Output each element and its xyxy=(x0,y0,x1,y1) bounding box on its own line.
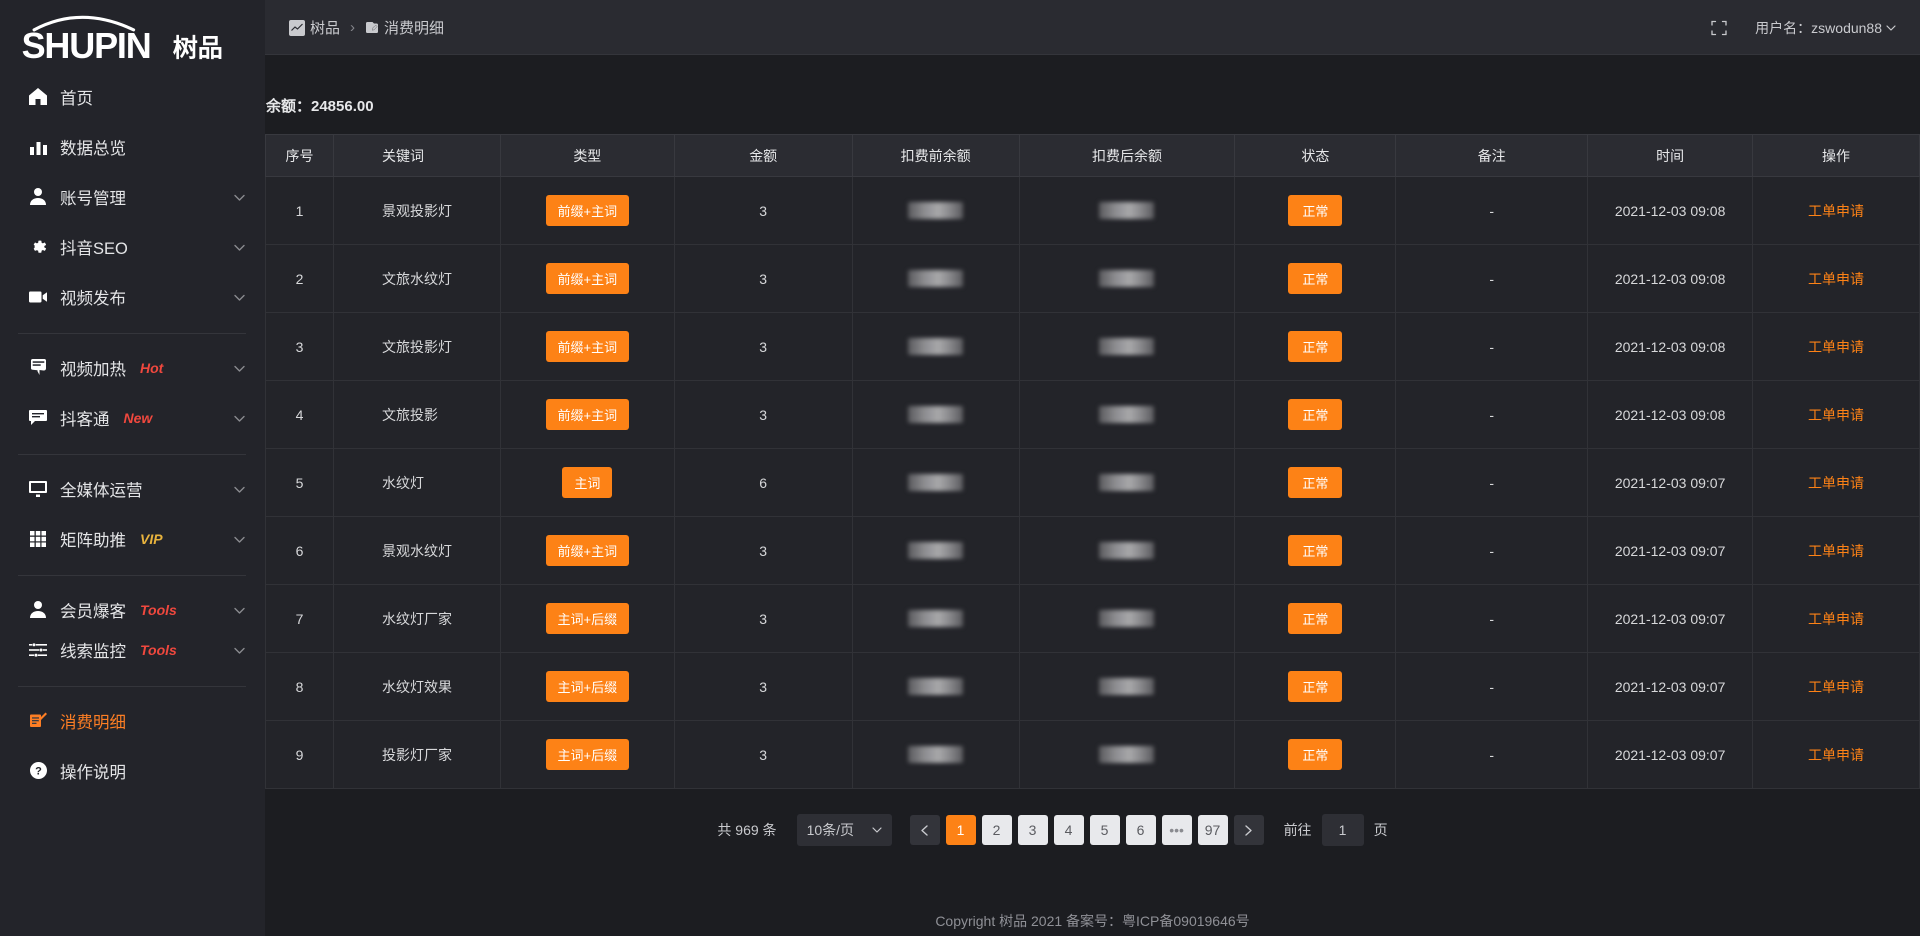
svg-text:?: ? xyxy=(35,766,42,778)
svg-text:树品: 树品 xyxy=(173,34,223,62)
svg-text:SHUPIN: SHUPIN xyxy=(22,25,151,66)
